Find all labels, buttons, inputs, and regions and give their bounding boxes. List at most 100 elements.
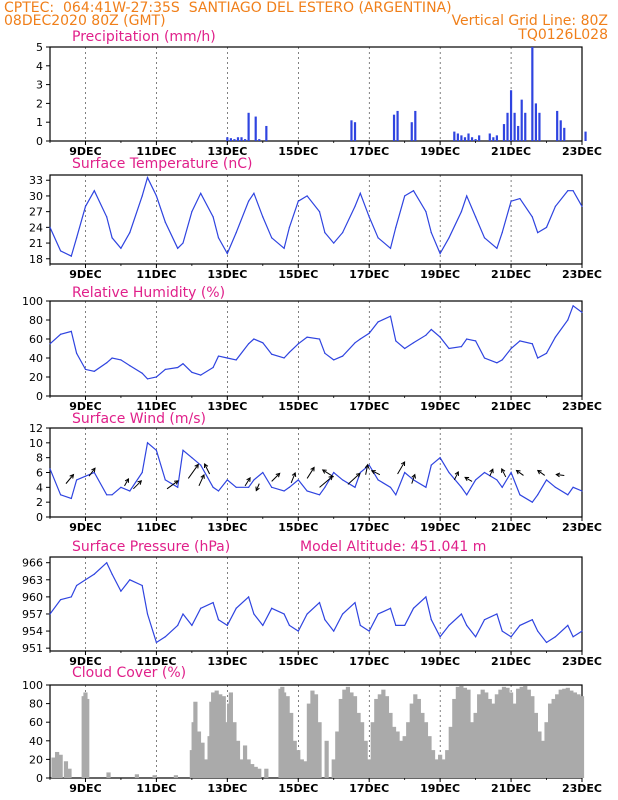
panel-0: Precipitation (mm/h) 9DEC 11DEC 13DEC 15DEC 1… (36, 29, 602, 158)
cloud-bar (462, 687, 468, 778)
cloud-bar (391, 726, 397, 778)
data-point (475, 340, 477, 342)
data-point (93, 190, 95, 192)
cloud-bar (232, 722, 237, 778)
data-point (283, 357, 285, 359)
wind-arrow-head (255, 486, 260, 492)
cloud-bar (250, 764, 255, 778)
data-point (111, 237, 113, 239)
cloud-bar (420, 712, 425, 778)
cloud-bar (501, 686, 507, 778)
data-point (288, 486, 290, 488)
data-point (70, 330, 72, 332)
x-tick-label: 13DEC (207, 145, 247, 158)
data-point (572, 305, 574, 307)
cloud-bar (218, 694, 223, 778)
data-point (271, 237, 273, 239)
x-tick-label: 17DEC (349, 521, 389, 534)
precip-bar (534, 103, 537, 141)
panel-title: Cloud Cover (%) (72, 665, 186, 681)
data-point (318, 601, 321, 604)
cloud-bar (579, 696, 585, 778)
x-tick-label: 11DEC (136, 782, 176, 795)
data-point (111, 573, 113, 575)
data-point (475, 216, 477, 218)
precip-bar (517, 125, 520, 141)
x-tick-label: 23DEC (562, 521, 602, 534)
data-point (155, 449, 157, 451)
cloud-bar (445, 750, 450, 778)
data-point (226, 357, 228, 359)
data-point (324, 231, 326, 234)
data-point (212, 486, 214, 488)
series-line (49, 304, 583, 380)
wind-arrow-shaft (537, 470, 546, 476)
wind-arrow-head (321, 469, 327, 474)
data-point (76, 237, 78, 239)
cloud-bar (406, 722, 411, 778)
cloud-bar (352, 696, 358, 778)
wind-arrow-shaft (464, 476, 473, 482)
precip-bar (414, 110, 417, 141)
cloud-bar (409, 703, 414, 778)
data-point (49, 613, 51, 615)
data-point (253, 613, 255, 615)
wind-arrow (187, 463, 199, 479)
data-point (324, 486, 326, 488)
data-point (483, 619, 486, 621)
data-point (412, 190, 415, 192)
data-point (111, 494, 113, 496)
y-tick-label: 33 (29, 174, 43, 187)
x-tick-label: 21DEC (491, 145, 531, 158)
data-point (146, 613, 149, 615)
data-point (412, 342, 415, 344)
data-point (359, 192, 361, 194)
x-tick-label: 17DEC (349, 145, 389, 158)
x-tick-label: 13DEC (207, 521, 247, 534)
wind-arrow (306, 466, 315, 479)
precip-bar (531, 47, 534, 141)
data-point (531, 343, 533, 345)
data-point (318, 211, 321, 213)
data-point (120, 247, 122, 249)
x-tick-label: 9DEC (69, 782, 101, 795)
data-point (395, 340, 397, 342)
data-point (49, 343, 51, 345)
precip-bar (492, 137, 495, 141)
wind-arrow-shaft (516, 470, 524, 476)
cloud-bar (196, 731, 202, 778)
x-tick-label: 11DEC (136, 655, 176, 668)
data-point (271, 607, 273, 609)
data-point (93, 573, 95, 575)
data-point (425, 596, 427, 598)
cloud-bar (473, 712, 478, 778)
x-tick-label: 15DEC (278, 145, 318, 158)
data-point (581, 490, 583, 492)
data-point (235, 607, 237, 609)
data-point (182, 613, 184, 615)
data-point (70, 255, 72, 257)
x-tick-label: 21DEC (491, 268, 531, 281)
precip-bar (226, 137, 229, 141)
x-tick-label: 19DEC (420, 400, 460, 413)
precip-bar (353, 122, 357, 141)
data-point (129, 579, 131, 581)
x-tick-label: 15DEC (278, 521, 318, 534)
precip-bar (559, 120, 562, 141)
data-point (554, 486, 557, 488)
data-point (359, 624, 361, 626)
data-point (545, 641, 548, 644)
x-tick-label: 19DEC (420, 521, 460, 534)
data-point (389, 486, 392, 488)
data-point (106, 494, 108, 496)
data-point (191, 457, 193, 459)
data-point (430, 464, 432, 466)
cloud-bar (363, 740, 368, 778)
panel-title: Precipitation (mm/h) (72, 29, 216, 45)
precip-bar (470, 137, 474, 141)
cloud-bar (448, 726, 453, 778)
data-point (84, 579, 87, 581)
wind-arrow-head (454, 470, 459, 476)
cloud-bar (54, 751, 60, 778)
x-tick-label: 19DEC (420, 655, 460, 668)
